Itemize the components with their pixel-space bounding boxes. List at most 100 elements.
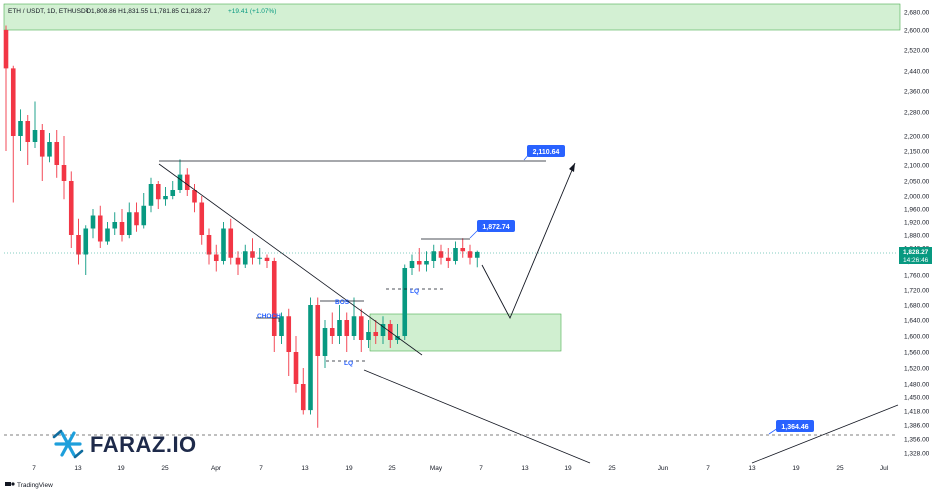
- x-tick-label: 19: [117, 465, 125, 472]
- candle-up: [322, 328, 328, 356]
- candle-up: [402, 268, 408, 336]
- projection-path: [481, 162, 576, 320]
- candle-up: [279, 316, 284, 336]
- candle-up: [112, 222, 118, 229]
- candle-down: [300, 384, 306, 411]
- candle-down: [235, 257, 241, 265]
- downtrend-line: [158, 163, 423, 356]
- candle-down: [39, 130, 45, 157]
- candle-down: [373, 332, 379, 336]
- header-ohlc: O1,808.86 H1,831.55 L1,781.85 C1,828.27: [86, 8, 211, 15]
- y-tick-label: 2,360.00: [904, 89, 930, 96]
- tradingview-icon: [5, 482, 15, 486]
- candle-up: [366, 332, 371, 340]
- supply-zone: [3, 3, 901, 31]
- x-tick-label: 25: [161, 465, 169, 472]
- current-price-value: 1,828.27: [903, 249, 929, 256]
- y-tick-label: 2,050.00: [904, 179, 930, 186]
- candle-down: [25, 121, 31, 142]
- candle-down: [438, 251, 444, 258]
- y-tick-label: 2,280.00: [904, 110, 930, 117]
- candle-up: [47, 142, 52, 157]
- candle-down: [155, 184, 161, 200]
- candle-up: [409, 261, 415, 268]
- lq-lower-label: LQ: [344, 360, 353, 367]
- y-tick-label: 1,418.00: [904, 409, 930, 416]
- y-tick-label: 2,100.00: [904, 163, 930, 170]
- header-symbol: ETH / USDT, 1D, ETHUSDT: [8, 8, 90, 15]
- candle-up: [242, 251, 248, 265]
- candle-down: [264, 257, 270, 261]
- candle-down: [76, 235, 81, 255]
- y-tick-label: 1,600.00: [904, 334, 930, 341]
- y-tick-label: 1,960.00: [904, 207, 930, 214]
- x-tick-label: 7: [479, 465, 483, 472]
- candle-down: [358, 316, 364, 340]
- candle-down: [250, 251, 255, 258]
- candle-down: [119, 222, 125, 235]
- candle-up: [431, 251, 437, 261]
- y-tick-label: 1,386.00: [904, 423, 930, 430]
- candle-down: [445, 257, 451, 261]
- x-tick-label: May: [430, 465, 443, 472]
- y-tick-label: 2,200.00: [904, 134, 930, 141]
- y-tick-label: 1,880.00: [904, 233, 930, 240]
- y-tick-label: 1,480.00: [904, 382, 930, 389]
- candle-up: [105, 228, 110, 242]
- candle-down: [286, 316, 292, 352]
- current-price-tag: 1,828.27 14:26:46: [899, 247, 932, 264]
- header-change: +19.41 (+1.07%): [228, 8, 276, 15]
- candle-down: [134, 212, 139, 226]
- y-tick-label: 2,000.00: [904, 194, 930, 201]
- candle-up: [141, 205, 147, 226]
- x-tick-label: 7: [32, 465, 36, 472]
- x-tick-label: 25: [836, 465, 844, 472]
- candle-down: [192, 190, 197, 203]
- x-tick-label: 13: [521, 465, 529, 472]
- candle-down: [199, 202, 205, 235]
- candle-down: [315, 305, 321, 356]
- y-tick-label: 2,440.00: [904, 69, 930, 76]
- footer-label: TradingView: [17, 482, 53, 489]
- candles-group: [3, 25, 480, 428]
- demand-zone: [369, 313, 562, 352]
- low-callout: 1,364.46: [768, 420, 814, 435]
- candle-down: [68, 181, 74, 235]
- swing-high-callout: 1,872.74: [469, 220, 515, 239]
- x-tick-label: 7: [259, 465, 263, 472]
- candle-up: [453, 248, 458, 261]
- candle-up: [148, 184, 154, 206]
- x-tick-label: Apr: [211, 465, 222, 472]
- x-tick-label: Jul: [880, 465, 889, 472]
- y-tick-label: 1,680.00: [904, 303, 930, 310]
- y-tick-label: 2,680.00: [904, 10, 930, 17]
- projection-arrowhead: [569, 163, 575, 172]
- candle-down: [206, 235, 212, 255]
- candle-up: [351, 316, 357, 336]
- y-tick-label: 1,640.00: [904, 318, 930, 325]
- y-tick-label: 2,600.00: [904, 28, 930, 35]
- candle-up: [126, 212, 132, 235]
- x-tick-label: 19: [792, 465, 800, 472]
- y-tick-label: 1,328.00: [904, 451, 930, 458]
- candle-up: [308, 305, 313, 411]
- candle-down: [61, 165, 67, 181]
- candle-down: [10, 68, 16, 136]
- candle-up: [83, 228, 89, 255]
- lower-diagonal-line: [363, 369, 591, 464]
- candle-up: [177, 174, 183, 190]
- x-tick-label: 19: [564, 465, 572, 472]
- x-tick-label: 7: [706, 465, 710, 472]
- candle-up: [163, 196, 168, 200]
- x-tick-label: Jun: [658, 465, 669, 472]
- candle-up: [395, 336, 400, 340]
- lq-upper-label: LQ: [410, 288, 419, 295]
- y-tick-label: 1,450.00: [904, 395, 930, 402]
- target-callout-label: 2,110.64: [533, 149, 560, 156]
- y-tick-label: 1,920.00: [904, 220, 930, 227]
- x-tick-label: 13: [301, 465, 309, 472]
- brand-logo: FARAZ.IO: [52, 429, 196, 459]
- candle-up: [32, 130, 38, 142]
- x-axis: 7 13 19 25 Apr 7 13 19 25 May 7 13 19 25 Jun 7 13 19 25 Jul: [32, 465, 889, 472]
